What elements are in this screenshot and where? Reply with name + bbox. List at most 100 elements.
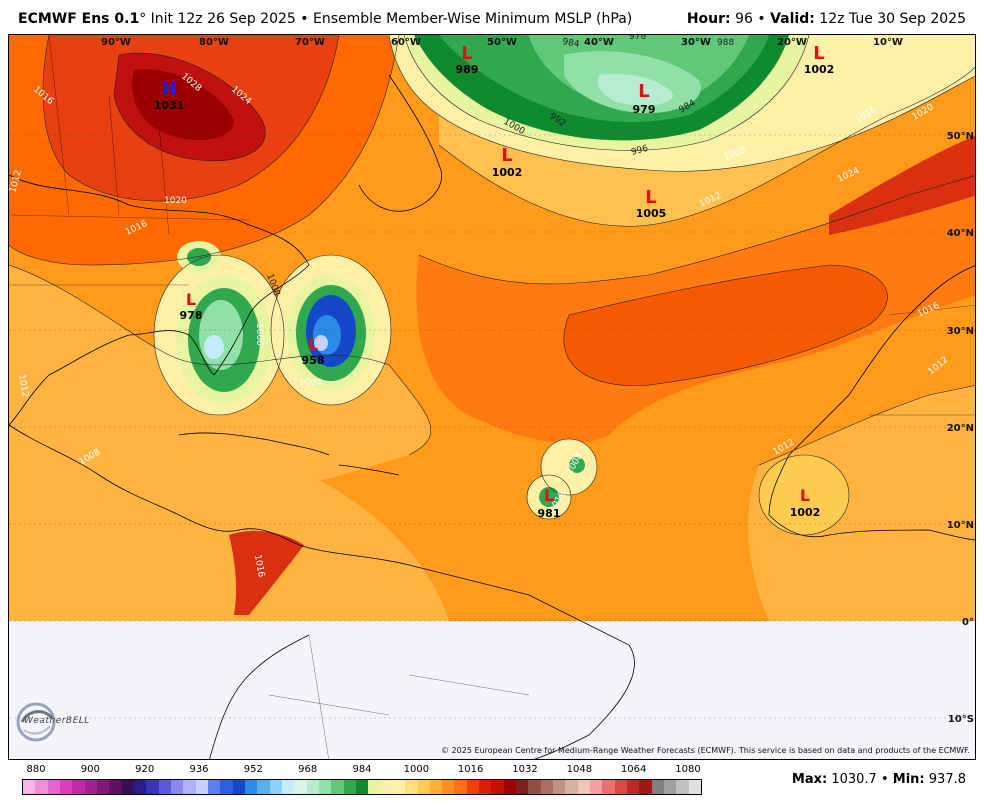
low-center: L 1005 (636, 187, 667, 220)
colorbar-tick-label: 1000 (403, 764, 430, 775)
header-bullet: • (757, 11, 766, 27)
colorbar-swatch (183, 780, 196, 794)
colorbar-tick-label: 936 (189, 764, 209, 775)
lon-label: 30°W (681, 37, 711, 48)
low-center: L 1002 (804, 43, 835, 76)
isobar-label: 1004 (299, 378, 322, 388)
colorbar-swatch (516, 780, 529, 794)
colorbar-swatch (158, 780, 171, 794)
low-value: 958 (302, 354, 325, 367)
field-band-992 (569, 457, 585, 473)
colorbar-swatch (47, 780, 60, 794)
colorbar-tick-label: 1032 (512, 764, 538, 775)
colorbar-swatch (281, 780, 295, 794)
colorbar-swatch (590, 780, 603, 794)
isobar-label: 996 (630, 144, 649, 158)
min-label: Min: (892, 772, 925, 787)
max-label: Max: (791, 772, 828, 787)
logo-text: WeatherBELL (24, 716, 90, 726)
hour-value: 96 (735, 11, 753, 27)
field-stats: Max: 1030.7 • Min: 937.8 (792, 772, 966, 787)
field-band-1008 (759, 455, 849, 535)
colorbar-tick-label: 880 (26, 764, 46, 775)
field-band-1012 (9, 465, 449, 621)
colorbar-swatch (133, 780, 147, 794)
colorbar-tick-label: 900 (80, 764, 100, 775)
colorbar-swatch (35, 780, 48, 794)
degree-sign: ° (139, 11, 147, 27)
lon-label: 90°W (101, 37, 131, 48)
map-title: ECMWF Ens 0.1° Init 12z 26 Sep 2025 • En… (18, 11, 632, 27)
low-center: L 958 (302, 335, 325, 367)
colorbar-tick-label: 984 (352, 764, 372, 775)
max-value: 1030.7 (831, 772, 877, 787)
colorbar-swatch (72, 780, 85, 794)
low-center: L 978 (180, 290, 203, 322)
min-value: 937.8 (928, 772, 966, 787)
latitude-labels: 50°N 40°N 30°N 20°N 10°N 0° 10°S (947, 131, 974, 725)
colorbar-swatch (614, 780, 628, 794)
ecmwf-credit: © 2025 European Centre for Medium-Range … (441, 746, 970, 755)
colorbar-swatch (392, 780, 406, 794)
colorbar-swatch (503, 780, 517, 794)
colorbar-swatch (405, 780, 418, 794)
isobars (9, 35, 975, 536)
colorbar-tick-label: 952 (243, 764, 263, 775)
colorbar-swatch (577, 780, 591, 794)
colorbar-swatch (220, 780, 233, 794)
lon-label: 80°W (199, 37, 229, 48)
colorbar-swatch (355, 780, 369, 794)
field-band-972 (204, 335, 224, 359)
map-panel: 90°W 80°W 70°W 60°W 50°W 40°W 30°W 20°W … (8, 34, 976, 760)
colorbar-swatch (639, 780, 652, 794)
isobar-label: 1016 (252, 554, 266, 579)
colorbar-swatch (553, 780, 566, 794)
colorbar-swatch (442, 780, 455, 794)
stats-bullet: • (880, 772, 889, 787)
lon-label: 40°W (584, 37, 614, 48)
low-center: L 989 (456, 43, 479, 76)
low-symbol: L (638, 81, 649, 102)
longitude-labels: 90°W 80°W 70°W 60°W 50°W 40°W 30°W 20°W … (101, 37, 903, 48)
field-band-1028 (829, 135, 975, 235)
field-band-984 (199, 300, 243, 370)
pressure-centers: H 1031 L 989 L 979 L 1002 L 1002 L 1005 … (154, 43, 835, 520)
lat-label: 50°N (947, 131, 974, 142)
colorbar-swatch (170, 780, 184, 794)
high-center: H 1031 (154, 79, 185, 112)
colorbar-swatch (429, 780, 443, 794)
title-bullet: • (300, 11, 309, 27)
field-band-terrain (229, 530, 304, 615)
valid-time-header: Hour: 96 • Valid: 12z Tue 30 Sep 2025 (687, 11, 966, 27)
colorbar-swatch (676, 780, 689, 794)
colorbar-swatch (479, 780, 492, 794)
colorbar-tick-label: 1048 (566, 764, 593, 775)
field-band-992 (539, 487, 559, 507)
low-symbol: L (813, 43, 824, 64)
colorbar-swatch (121, 780, 134, 794)
colorbar-swatch (207, 780, 221, 794)
lon-label: 70°W (295, 37, 325, 48)
colorbar-swatch (380, 780, 393, 794)
colorbar-ticks: 880 900 920 936 952 968 984 1000 1016 1032 1048 106… (22, 764, 702, 778)
no-data-region (9, 621, 975, 759)
colorbar-swatch (146, 780, 159, 794)
colorbar-swatch (84, 780, 97, 794)
field-band-1032 (132, 69, 234, 140)
low-symbol: L (544, 486, 554, 505)
init-time: Init 12z 26 Sep 2025 (150, 11, 296, 27)
lat-label: 10°N (947, 520, 974, 531)
colorbar-swatch (96, 780, 110, 794)
low-value: 1002 (790, 506, 821, 519)
header: ECMWF Ens 0.1° Init 12z 26 Sep 2025 • En… (0, 0, 984, 34)
field-band-1012 (748, 385, 975, 621)
valid-label: Valid: (770, 11, 815, 27)
lat-label: 40°N (947, 228, 974, 239)
colorbar: 880 900 920 936 952 968 984 1000 1016 1032 1048 106… (22, 764, 702, 795)
colorbar-swatch (306, 780, 319, 794)
lat-label: 20°N (947, 423, 974, 434)
field-band-1024 (563, 265, 888, 386)
lat-label: 0° (962, 617, 974, 628)
colorbar-swatch (195, 780, 208, 794)
colorbar-swatch (491, 780, 504, 794)
